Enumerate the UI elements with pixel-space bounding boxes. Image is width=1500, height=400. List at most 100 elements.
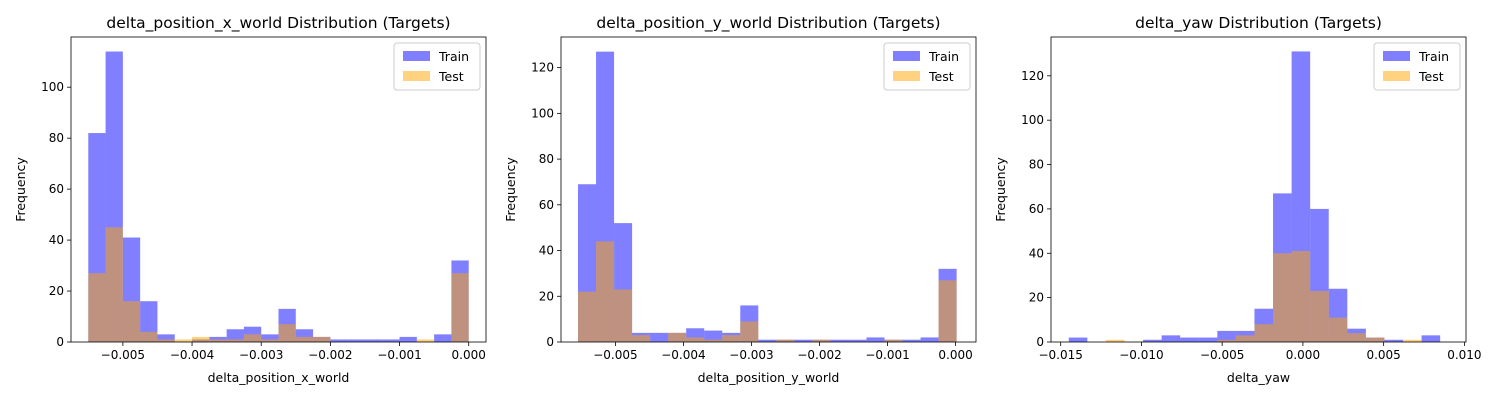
bar	[261, 334, 279, 342]
legend-label-train: Train	[438, 49, 469, 64]
x-tick-label: −0.010	[1119, 348, 1163, 362]
bar	[794, 339, 813, 342]
legend-label-test: Test	[438, 69, 464, 84]
bar	[278, 324, 296, 342]
y-tick-label: 0	[546, 335, 554, 349]
y-tick-label: 20	[539, 289, 554, 303]
x-tick-label: −0.003	[729, 348, 773, 362]
bar	[902, 339, 921, 342]
bar	[614, 289, 633, 342]
x-tick-label: −0.004	[170, 348, 214, 362]
series-test	[1105, 251, 1422, 342]
series-test	[578, 241, 957, 342]
x-axis-label: delta_position_x_world	[208, 370, 350, 385]
y-tick-label: 80	[1029, 158, 1044, 172]
bar	[382, 339, 400, 342]
chart-title: delta_position_y_world Distribution (Tar…	[596, 14, 940, 33]
bar	[261, 339, 279, 342]
x-tick-label: −0.005	[593, 348, 637, 362]
bar	[686, 337, 705, 342]
y-tick-label: 120	[531, 61, 554, 75]
bar	[758, 339, 777, 342]
bar	[209, 339, 227, 342]
bar	[295, 336, 314, 342]
bar	[704, 339, 723, 342]
bar	[243, 334, 262, 342]
bar	[668, 332, 687, 342]
y-tick-label: 60	[1029, 202, 1044, 216]
y-axis-label: Frequency	[503, 157, 518, 222]
plot-frame	[560, 36, 977, 343]
x-tick-label: 0.000	[1286, 348, 1320, 362]
bar	[313, 336, 331, 342]
bar	[157, 334, 175, 342]
y-tick-label: 120	[1021, 69, 1044, 83]
bar	[174, 339, 193, 342]
x-tick-label: −0.005	[1200, 348, 1244, 362]
chart-1: −0.005 −0.004 −0.003 −0.002 −0.001 0.000 0 20 40…	[13, 14, 487, 385]
bar	[192, 336, 210, 342]
y-axis-label: Frequency	[993, 157, 1008, 222]
x-tick-label: 0.010	[1447, 348, 1481, 362]
bar	[776, 339, 795, 342]
legend-label-test: Test	[928, 69, 954, 84]
bar	[812, 339, 831, 342]
y-tick-label: 60	[49, 182, 64, 196]
y-tick-label: 60	[539, 198, 554, 212]
y-tick-label: 80	[49, 131, 64, 145]
bar	[596, 241, 615, 342]
legend-label-train: Train	[1418, 49, 1449, 64]
y-tick-label: 100	[531, 106, 554, 120]
bar	[347, 339, 365, 342]
bar	[1254, 324, 1274, 342]
bar	[1235, 335, 1255, 342]
bar	[1384, 339, 1404, 342]
x-tick-label: −0.015	[1038, 348, 1082, 362]
legend-swatch-test	[893, 71, 920, 81]
y-tick-label: 0	[56, 335, 64, 349]
bar	[434, 334, 452, 342]
bar	[122, 301, 141, 342]
bar	[1161, 335, 1181, 342]
x-tick-label: −0.001	[377, 348, 421, 362]
bar	[1143, 339, 1162, 342]
x-tick-label: 0.000	[938, 348, 972, 362]
bar	[330, 339, 348, 342]
x-tick-label: −0.004	[661, 348, 705, 362]
bar	[88, 273, 106, 342]
y-tick-label: 100	[41, 80, 64, 94]
bar	[1217, 330, 1236, 342]
bar	[866, 337, 885, 342]
bar	[650, 332, 669, 342]
chart-title: delta_yaw Distribution (Targets)	[1135, 14, 1382, 33]
x-tick-label: −0.002	[797, 348, 841, 362]
y-tick-label: 0	[1036, 335, 1044, 349]
y-tick-label: 40	[1029, 246, 1044, 260]
x-axis-label: delta_position_y_world	[698, 370, 840, 385]
bar	[1347, 333, 1366, 342]
x-tick-label: 0.000	[452, 348, 486, 362]
y-tick-label: 40	[49, 233, 64, 247]
bar	[105, 227, 123, 342]
chart-3: −0.015 −0.010 −0.005 0.000 0.005 0.010 0 20 40 60…	[993, 14, 1482, 385]
bar	[1310, 290, 1329, 342]
legend-swatch-train	[403, 51, 430, 61]
x-tick-label: −0.005	[101, 348, 145, 362]
x-axis-label: delta_yaw	[1227, 370, 1290, 385]
x-tick-label: −0.002	[308, 348, 352, 362]
chart-title: delta_position_x_world Distribution (Tar…	[106, 14, 450, 33]
y-tick-label: 80	[539, 152, 554, 166]
legend-swatch-test	[1383, 71, 1410, 81]
y-tick-label: 20	[49, 284, 64, 298]
legend-label-test: Test	[1418, 69, 1444, 84]
bar	[920, 337, 939, 342]
series-train	[578, 51, 957, 342]
legend-swatch-train	[893, 51, 920, 61]
x-tick-label: 0.005	[1366, 348, 1400, 362]
bar	[226, 329, 244, 342]
bar	[1273, 253, 1292, 342]
bar	[399, 336, 417, 342]
series-train	[88, 51, 469, 343]
bar	[830, 339, 849, 342]
bar	[704, 330, 723, 342]
